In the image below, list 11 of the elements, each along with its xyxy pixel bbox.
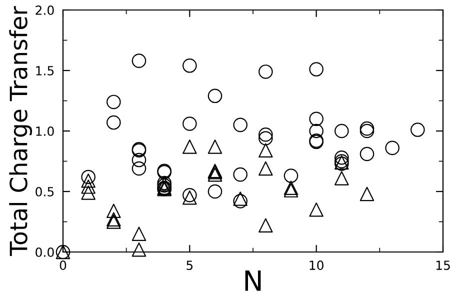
x-tick-label: 15: [436, 260, 450, 270]
x-tick-label: 5: [186, 260, 193, 270]
y-tick-label: 1.5: [36, 66, 54, 76]
y-axis-title: Total Charge Transfer: [9, 6, 32, 256]
x-tick-label: 0: [60, 260, 66, 270]
x-tick-label: 10: [310, 260, 324, 270]
x-axis-title: N: [245, 270, 261, 291]
y-tick-label: 2.0: [36, 5, 54, 15]
y-tick-label: 1.0: [36, 126, 54, 136]
y-tick-label: 0.5: [36, 186, 54, 196]
y-tick-label: 0.0: [36, 247, 54, 257]
